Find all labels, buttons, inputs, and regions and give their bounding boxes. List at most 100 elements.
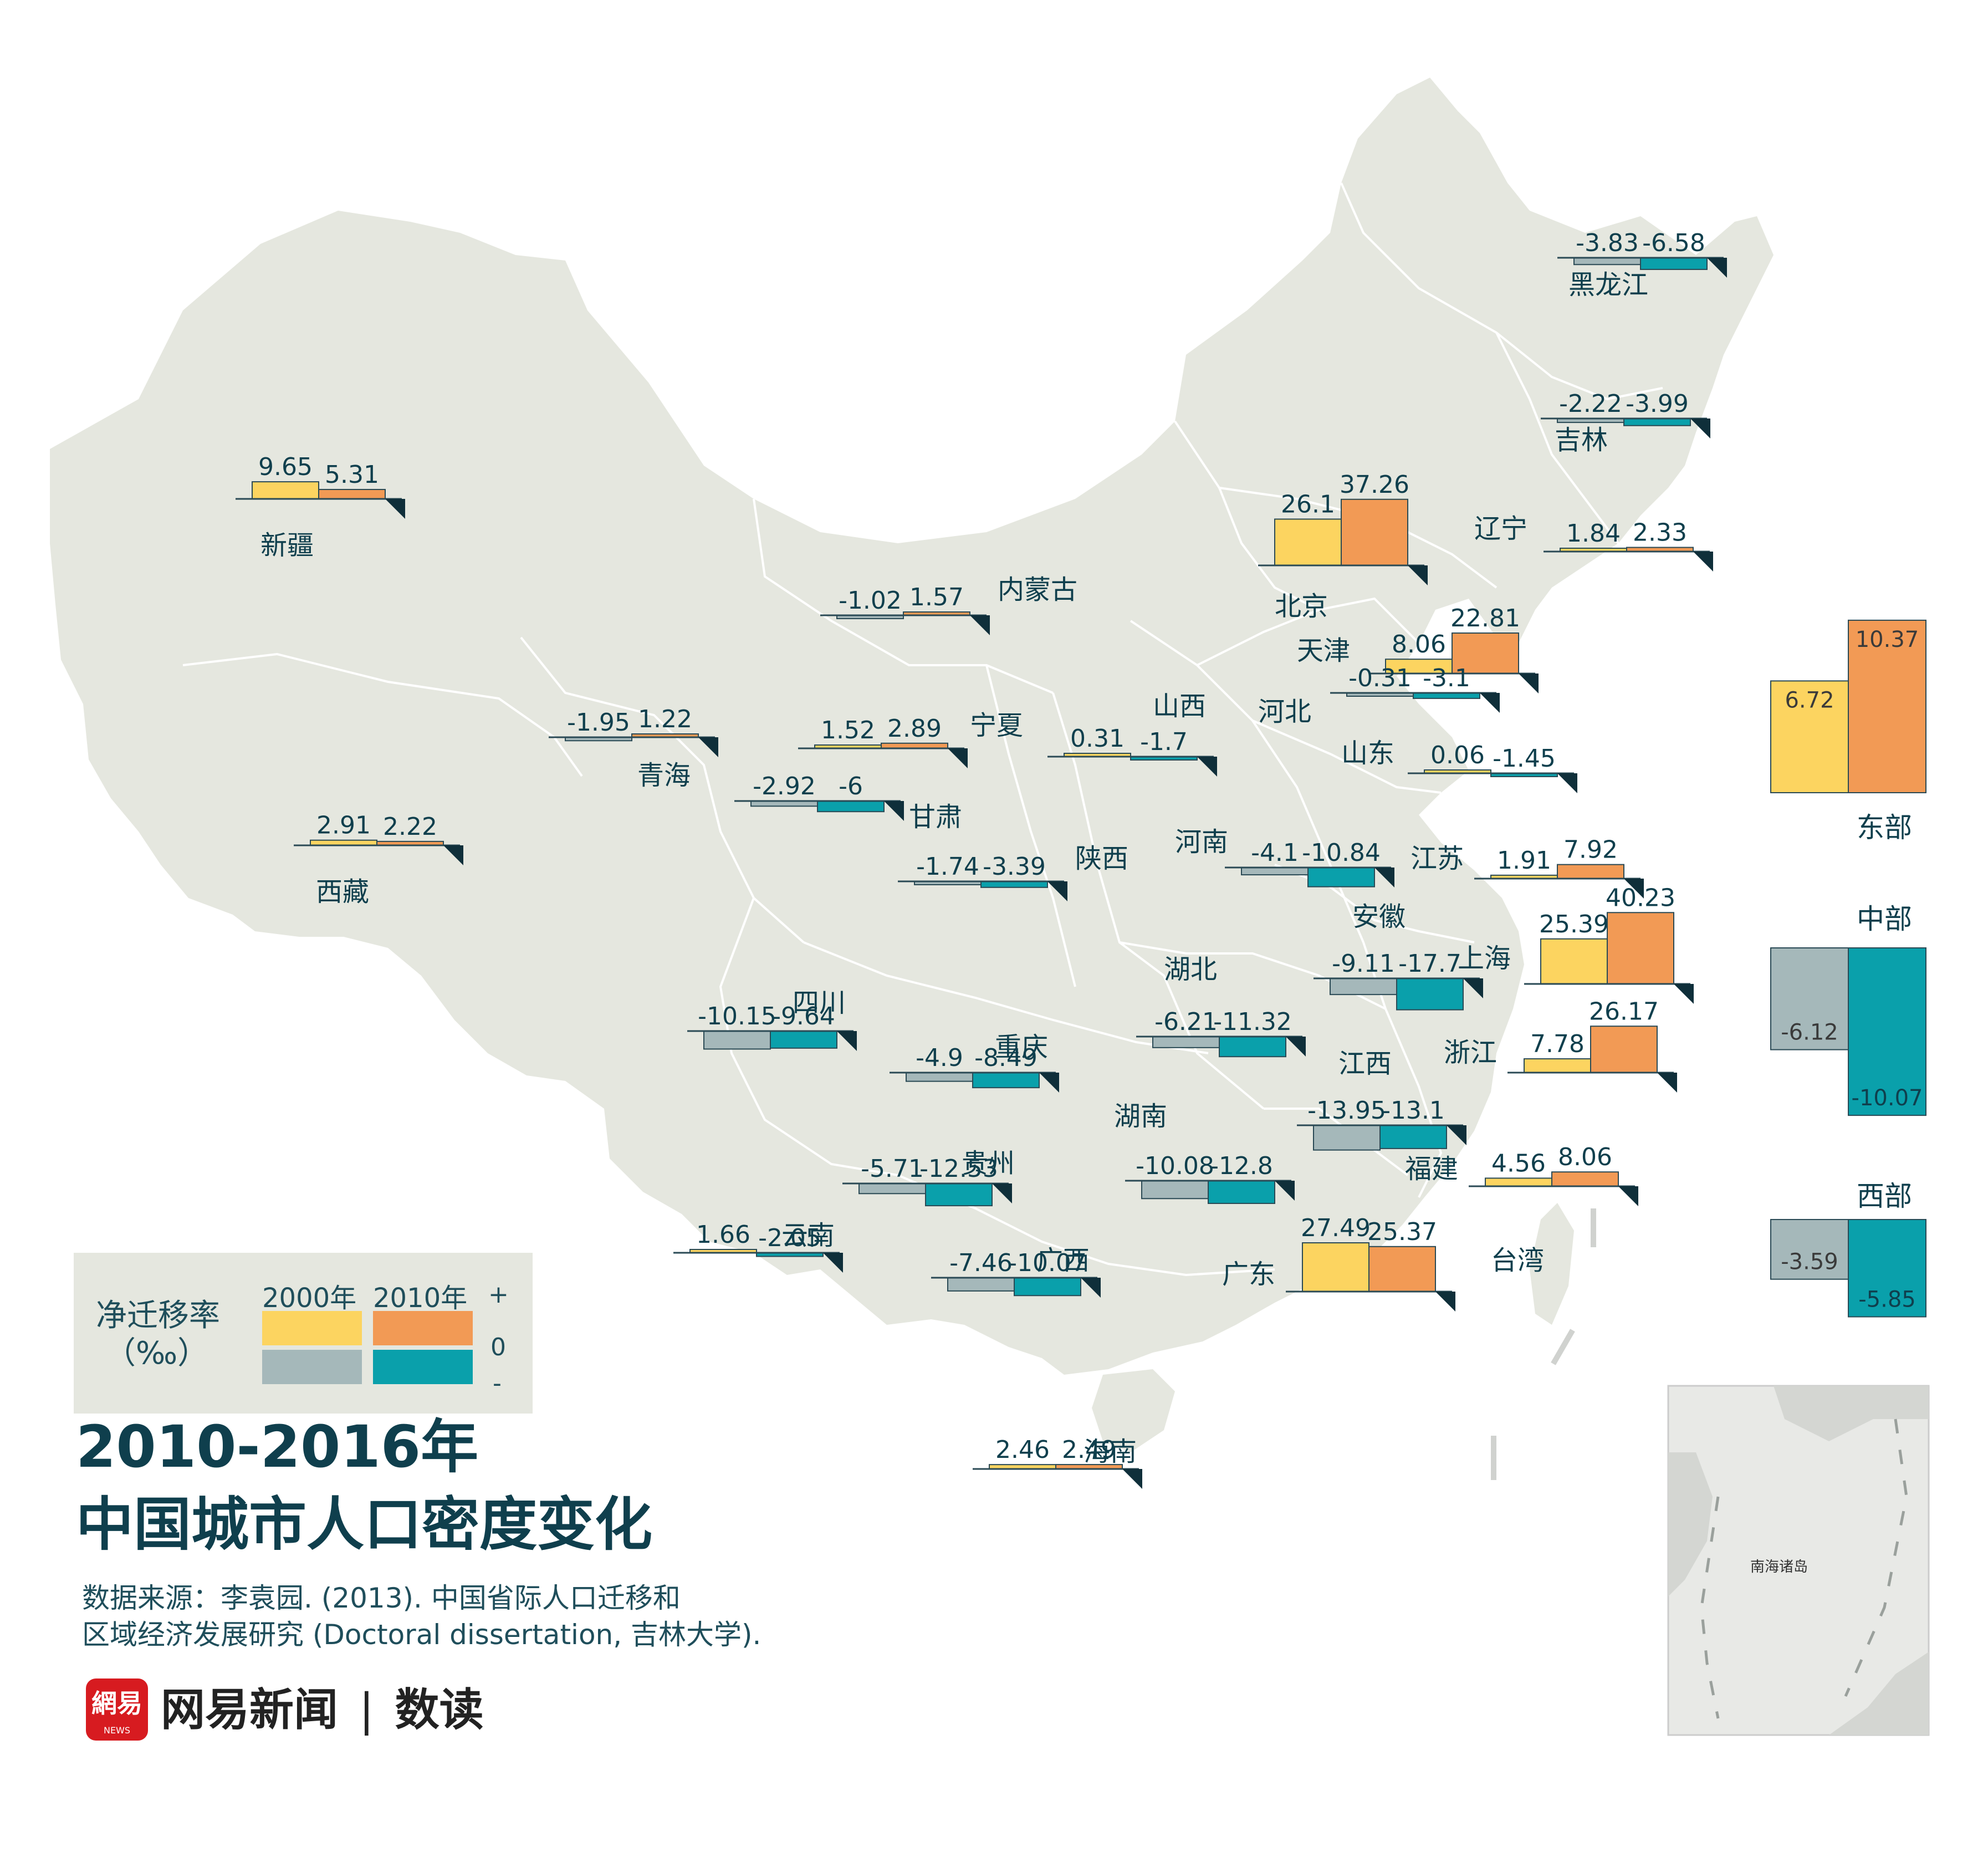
legend-swatch-2010-positive xyxy=(373,1311,473,1345)
bar-value-label: -9.64 xyxy=(772,1002,835,1030)
region-bar-2010 xyxy=(1848,947,1926,1116)
bar-2000 xyxy=(1152,1036,1220,1048)
province-label: 湖北 xyxy=(1164,954,1217,985)
legend-sign-minus: - xyxy=(493,1369,502,1397)
bar-value-label: -12.53 xyxy=(919,1155,998,1183)
bar-2010 xyxy=(1551,1171,1619,1187)
leader-marker xyxy=(1707,258,1727,278)
province-bar-group: 0.31 -1.7 山西 xyxy=(1047,691,1217,777)
bar-value-label: -12.8 xyxy=(1210,1152,1273,1180)
bar-value-label: -3.1 xyxy=(1423,664,1470,692)
bar-value-label: -3.99 xyxy=(1626,390,1689,418)
eastern-sea-dashes xyxy=(1491,1208,1596,1480)
leader-marker xyxy=(1480,693,1500,713)
province-label: 河南 xyxy=(1175,826,1228,858)
leader-marker xyxy=(698,737,718,757)
province-label: 福建 xyxy=(1405,1154,1458,1185)
leader-marker xyxy=(1197,757,1217,777)
source-line-1: 数据来源：李袁园. (2013). 中国省际人口迁移和 xyxy=(82,1582,681,1614)
leader-marker xyxy=(823,1253,843,1273)
leader-marker xyxy=(1690,419,1710,438)
bar-value-label: 0.06 xyxy=(1430,741,1485,769)
bar-2000 xyxy=(1241,867,1309,876)
bar-value-label: 2.22 xyxy=(383,813,437,841)
legend-year-2010: 2010年 xyxy=(373,1283,468,1314)
bar-value-label: 22.81 xyxy=(1450,604,1520,632)
bar-2010 xyxy=(1307,867,1375,887)
bar-2010 xyxy=(1219,1036,1286,1058)
bar-value-label: -1.02 xyxy=(839,586,902,615)
bar-value-label: 1.91 xyxy=(1497,846,1551,875)
province-label: 安徽 xyxy=(1352,901,1406,932)
province-label: 四川 xyxy=(793,987,846,1018)
province-label: 青海 xyxy=(637,760,691,791)
leader-marker xyxy=(1039,1073,1059,1093)
province-label: 西藏 xyxy=(316,876,369,907)
leader-marker xyxy=(1286,1037,1306,1057)
bar-value-label: 1.57 xyxy=(909,583,964,611)
province-label: 黑龙江 xyxy=(1568,269,1648,300)
leader-marker xyxy=(1374,868,1394,887)
brand-main: 网易新闻 xyxy=(161,1684,338,1736)
region-bars: 6.72 10.37 东部 -6.12 -10.07 中部 -3.59 -5.85 西部 xyxy=(1770,619,1926,1318)
leader-marker xyxy=(1447,1125,1466,1145)
province-bar-group: 1.52 2.89 宁夏 xyxy=(798,710,1023,768)
bar-2000 xyxy=(906,1072,973,1082)
bar-2010 xyxy=(1368,1246,1436,1292)
bar-value-label: -7.46 xyxy=(949,1249,1013,1277)
bar-2000 xyxy=(703,1030,771,1050)
province-label: 辽宁 xyxy=(1474,513,1527,544)
leader-marker xyxy=(1693,552,1713,572)
region-bar-group: 6.72 10.37 东部 xyxy=(1770,619,1926,844)
bar-2000 xyxy=(1313,1125,1381,1151)
bar-value-label: 1.52 xyxy=(821,716,875,744)
bar-value-label: -10.15 xyxy=(698,1002,776,1030)
bar-value-label: 37.26 xyxy=(1340,471,1409,499)
leader-marker xyxy=(992,1183,1012,1203)
legend-swatch-2000-positive xyxy=(262,1311,362,1345)
region-bar-2010 xyxy=(1848,619,1926,794)
bar-2010 xyxy=(1590,1026,1658,1073)
bar-value-label: -3.83 xyxy=(1576,229,1639,257)
province-bar-group: 1.84 2.33 辽宁 xyxy=(1474,513,1713,572)
bar-value-label: -9.11 xyxy=(1332,950,1395,978)
bar-2000 xyxy=(947,1277,1015,1292)
legend-swatch-2010-negative xyxy=(373,1350,473,1384)
legend-sign-zero: 0 xyxy=(490,1333,506,1361)
bar-2000 xyxy=(1540,938,1608,984)
bar-value-label: 40.23 xyxy=(1606,884,1675,912)
region-bar-group: -6.12 -10.07 中部 xyxy=(1770,903,1926,1116)
province-label: 云南 xyxy=(781,1220,835,1251)
bar-2010 xyxy=(770,1030,837,1049)
region-bar-2000 xyxy=(1770,947,1849,1050)
leader-marker xyxy=(1557,773,1577,793)
bar-value-label: -1.74 xyxy=(916,853,979,881)
bar-value-label: -4.9 xyxy=(916,1044,963,1072)
region-value-label: -5.85 xyxy=(1858,1287,1916,1313)
bar-2010 xyxy=(1341,498,1408,567)
bar-2010 xyxy=(1014,1277,1081,1297)
leader-marker xyxy=(1275,1181,1295,1201)
bar-value-label: 2.46 xyxy=(995,1436,1050,1464)
province-bar-group: 2.91 2.22 西藏 xyxy=(294,812,463,907)
bar-value-label: -2.22 xyxy=(1559,390,1622,418)
bar-value-label: 4.56 xyxy=(1491,1149,1546,1177)
leader-marker xyxy=(1435,1292,1455,1312)
province-bar-group: -0.31 -3.1 河北 xyxy=(1258,664,1500,727)
inset-label: 南海诸岛 xyxy=(1750,1559,1808,1575)
bar-value-label: 2.49 xyxy=(1062,1436,1116,1464)
leader-marker xyxy=(970,615,990,635)
bar-2010 xyxy=(817,800,885,813)
legend-label-line1: 净迁移率 xyxy=(96,1298,220,1334)
bar-2010 xyxy=(1640,257,1708,271)
bar-value-label: -1.7 xyxy=(1140,728,1188,756)
bar-value-label: -10.08 xyxy=(1136,1152,1214,1180)
region-bar-2010 xyxy=(1848,1219,1926,1318)
bar-2010 xyxy=(1607,912,1674,985)
bar-value-label: 26.17 xyxy=(1589,997,1659,1026)
